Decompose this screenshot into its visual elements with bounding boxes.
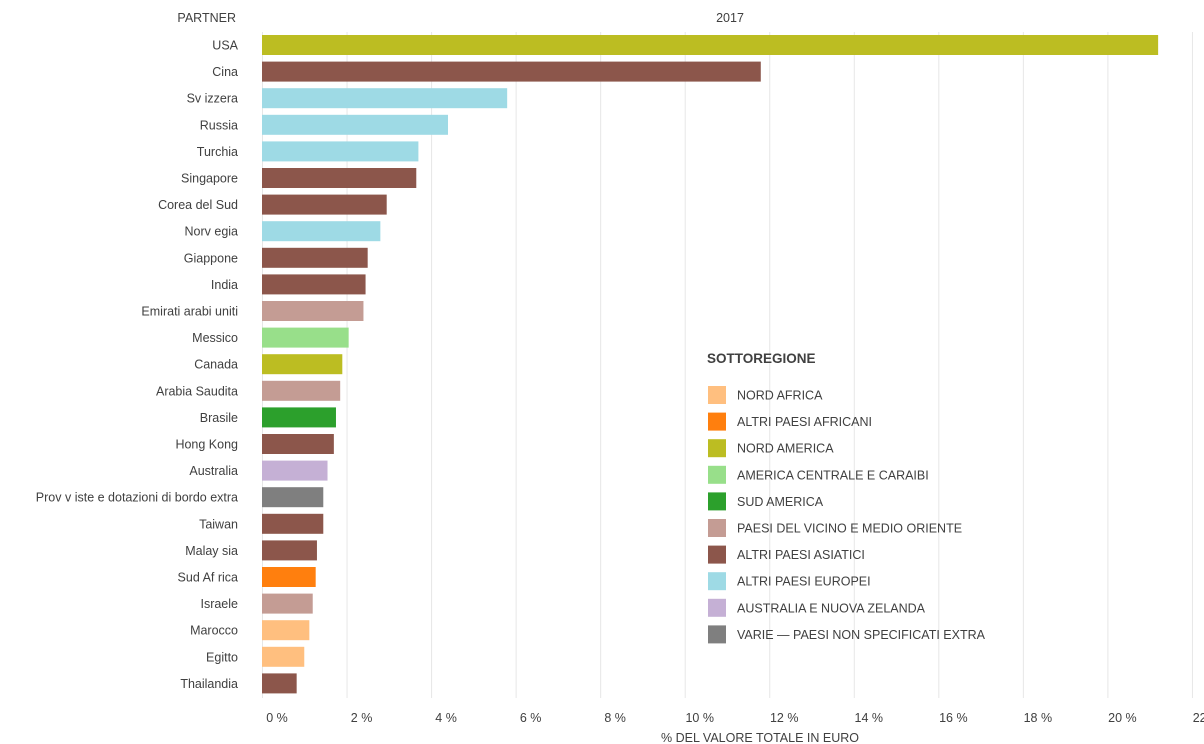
x-tick-label: 0 % [266, 711, 288, 725]
year-header: 2017 [716, 11, 744, 25]
legend-item-label: ALTRI PAESI EUROPEI [737, 575, 871, 589]
category-label: Malay sia [185, 544, 238, 558]
legend-title: SOTTOREGIONE [707, 351, 816, 366]
category-label: Egitto [206, 650, 238, 664]
bar [262, 194, 387, 215]
bar [262, 646, 305, 667]
bar [262, 540, 317, 561]
bar [262, 513, 324, 534]
legend-swatch [708, 439, 726, 458]
legend-swatch [708, 412, 726, 431]
legend-swatch [708, 545, 726, 564]
category-label: USA [212, 39, 238, 53]
category-label: Taiwan [199, 517, 238, 531]
category-label: Sud Af rica [178, 571, 238, 585]
legend-item-label: PAESI DEL VICINO E MEDIO ORIENTE [737, 522, 962, 536]
legend-swatch [708, 492, 726, 511]
bar [262, 168, 417, 188]
legend-item-label: NORD AFRICA [737, 389, 823, 403]
x-tick-label: 8 % [604, 711, 626, 725]
category-label: Cina [212, 65, 238, 79]
category-label: Giappone [184, 251, 238, 265]
category-label: Sv izzera [187, 92, 238, 106]
category-label: Brasile [200, 411, 238, 425]
bars [262, 35, 1159, 694]
bar [262, 141, 419, 162]
legend-swatch [708, 465, 726, 484]
partner-column-header: PARTNER [177, 11, 236, 25]
category-label: Canada [194, 358, 238, 372]
x-tick-labels: 0 % 2 % 4 % 6 % 8 % 10 % 12 % 14 % 16 % 18 % 20 % 2… [266, 711, 1204, 725]
legend-swatch [708, 519, 726, 537]
x-tick-label: 2 % [351, 711, 373, 725]
legend-item-label: AMERICA CENTRALE E CARAIBI [737, 468, 929, 482]
bar [262, 673, 297, 694]
legend-item-label: ALTRI PAESI AFRICANI [737, 415, 872, 429]
bar [262, 88, 508, 109]
bar [262, 380, 341, 401]
bar [262, 567, 316, 587]
category-label: Emirati arabi uniti [141, 305, 238, 319]
bar [262, 593, 313, 614]
legend-swatch [708, 598, 726, 617]
category-label: Thailandia [180, 677, 238, 691]
bar [262, 460, 328, 481]
x-tick-label: 10 % [685, 711, 714, 725]
legend: SOTTOREGIONE NORD AFRICA ALTRI PAESI AFRI… [707, 351, 986, 644]
bar [262, 327, 349, 348]
category-label: Hong Kong [175, 438, 238, 452]
x-tick-label: 16 % [939, 711, 968, 725]
x-tick-label: 22 % [1193, 711, 1204, 725]
x-tick-label: 20 % [1108, 711, 1137, 725]
category-label: Singapore [181, 172, 238, 186]
category-label: Norv egia [185, 225, 239, 239]
bar [262, 407, 336, 428]
category-label: Australia [189, 464, 238, 478]
x-tick-label: 18 % [1024, 711, 1053, 725]
category-label: Marocco [190, 624, 238, 638]
legend-item-label: AUSTRALIA E NUOVA ZELANDA [737, 601, 926, 615]
x-axis-label: % DEL VALORE TOTALE IN EURO [661, 731, 859, 744]
x-tick-label: 4 % [435, 711, 457, 725]
legend-swatch [708, 625, 726, 644]
legend-swatch [708, 572, 726, 591]
x-tick-label: 12 % [770, 711, 799, 725]
legend-item-label: ALTRI PAESI ASIATICI [737, 548, 865, 562]
category-labels: USA Cina Sv izzera Russia Turchia Singapore Co… [36, 39, 239, 691]
legend-item-label: SUD AMERICA [737, 495, 824, 509]
bar [262, 487, 324, 508]
legend-item-label: VARIE — PAESI NON SPECIFICATI EXTRA [737, 628, 986, 642]
bar [262, 61, 761, 82]
bar [262, 274, 366, 295]
legend-item-label: NORD AMERICA [737, 442, 834, 456]
category-label: Corea del Sud [158, 198, 238, 212]
bar [262, 301, 364, 321]
category-label: Turchia [197, 145, 238, 159]
legend-swatch [708, 386, 726, 404]
x-tick-label: 14 % [855, 711, 884, 725]
bar [262, 434, 334, 454]
category-label: Arabia Saudita [156, 384, 238, 398]
bar [262, 620, 310, 641]
category-label: Israele [200, 597, 238, 611]
category-label: Russia [200, 118, 238, 132]
bar [262, 35, 1159, 55]
bar [262, 114, 448, 135]
category-label: India [211, 278, 238, 292]
bar [262, 247, 368, 268]
category-label: Prov v iste e dotazioni di bordo extra [36, 491, 238, 505]
bar [262, 221, 381, 242]
x-tick-label: 6 % [520, 711, 542, 725]
category-label: Messico [192, 331, 238, 345]
bar [262, 354, 343, 375]
